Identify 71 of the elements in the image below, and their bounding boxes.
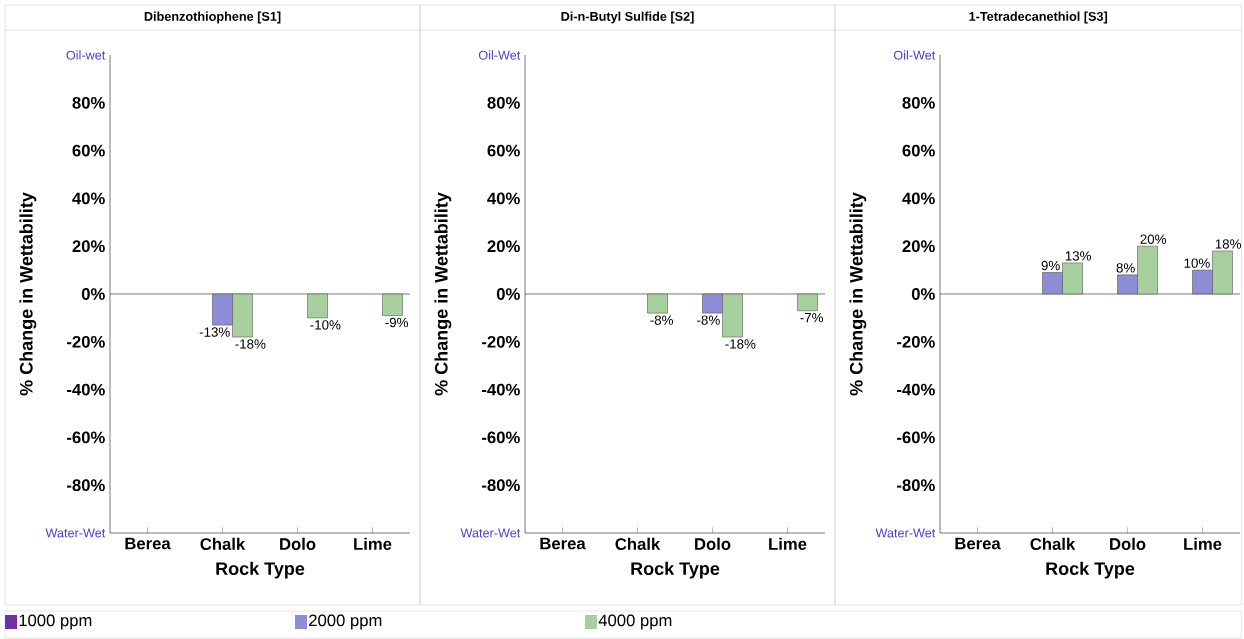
data-label: -10%	[310, 320, 341, 330]
x-axis-title: Rock Type	[631, 561, 720, 579]
data-label: 20%	[1140, 234, 1167, 244]
y-tick-label: 80%	[902, 96, 935, 109]
data-label: 10%	[1184, 258, 1210, 268]
y-tick-label: -60%	[482, 431, 520, 444]
y-tick-label: -40%	[482, 383, 520, 396]
y-tick-label: 60%	[902, 144, 935, 157]
data-label: -13%	[199, 327, 230, 337]
x-tick-label: Berea	[955, 537, 1001, 550]
data-label: 8%	[1116, 263, 1135, 273]
y-tick-label: -60%	[897, 431, 935, 444]
y-tick-label: 40%	[487, 192, 520, 205]
y-tick-label: Oil-Wet	[478, 50, 521, 60]
y-tick-label: 80%	[487, 96, 520, 109]
data-label: -7%	[800, 312, 824, 323]
y-tick-label: -20%	[67, 335, 105, 348]
chart-title: 1-Tetradecanethiol [S3]	[969, 11, 1108, 24]
x-tick-label: Dolo	[1110, 537, 1146, 550]
y-tick-label: -20%	[482, 335, 520, 348]
y-axis-title: % Change in Wettability	[19, 192, 37, 396]
y-tick-label: 40%	[72, 192, 105, 205]
x-tick-label: Chalk	[1030, 537, 1076, 550]
x-axis-title: Rock Type	[1046, 561, 1135, 579]
data-label: 18%	[1215, 239, 1242, 249]
data-label: 9%	[1041, 260, 1060, 271]
y-tick-label: -20%	[897, 335, 935, 348]
x-tick-label: Dolo	[695, 537, 731, 550]
chart-title: Dibenzothiophene [S1]	[144, 11, 281, 24]
data-label: -18%	[235, 339, 266, 349]
data-label: 13%	[1065, 251, 1092, 261]
y-tick-label: 0%	[911, 288, 935, 300]
y-tick-label: 20%	[72, 240, 105, 253]
x-tick-label: Dolo	[280, 537, 316, 550]
y-tick-label: Water-Wet	[875, 528, 936, 538]
y-tick-label: 60%	[487, 144, 520, 157]
data-label: -8%	[650, 315, 674, 325]
x-axis-title: Rock Type	[216, 561, 305, 579]
y-tick-label: 0%	[496, 288, 520, 300]
legend-label: 1000 ppm	[19, 614, 92, 630]
x-tick-label: Berea	[125, 537, 171, 550]
y-axis-title: % Change in Wettability	[849, 192, 867, 396]
data-label: -18%	[725, 339, 756, 349]
y-tick-label: -80%	[67, 479, 105, 492]
data-label: -8%	[697, 315, 720, 325]
legend-label: 2000 ppm	[309, 614, 382, 630]
x-tick-label: Lime	[354, 537, 392, 550]
y-tick-label: 20%	[487, 240, 520, 253]
x-tick-label: Chalk	[615, 537, 661, 550]
y-tick-label: -40%	[897, 383, 935, 396]
y-tick-label: 60%	[72, 144, 105, 157]
y-tick-label: 0%	[81, 288, 105, 300]
y-tick-label: 40%	[902, 192, 935, 205]
y-tick-label: -40%	[67, 383, 105, 396]
legend-label: 4000 ppm	[598, 614, 672, 630]
x-tick-label: Lime	[769, 537, 807, 550]
chart-title: Di-n-Butyl Sulfide [S2]	[561, 11, 694, 24]
y-tick-label: Oil-Wet	[893, 50, 936, 60]
y-tick-label: -80%	[482, 479, 520, 492]
x-tick-label: Berea	[540, 537, 586, 550]
y-tick-label: -60%	[67, 431, 105, 444]
x-tick-label: Lime	[1184, 537, 1222, 550]
y-tick-label: -80%	[897, 479, 935, 492]
y-tick-label: 80%	[72, 96, 105, 109]
y-tick-label: Water-Wet	[45, 528, 106, 538]
x-tick-label: Chalk	[200, 537, 246, 550]
y-axis-title: % Change in Wettability	[434, 192, 452, 396]
y-tick-label: Water-Wet	[460, 528, 521, 538]
y-tick-label: Oil-wet	[66, 50, 106, 60]
data-label: -9%	[385, 317, 409, 328]
y-tick-label: 20%	[902, 240, 935, 253]
